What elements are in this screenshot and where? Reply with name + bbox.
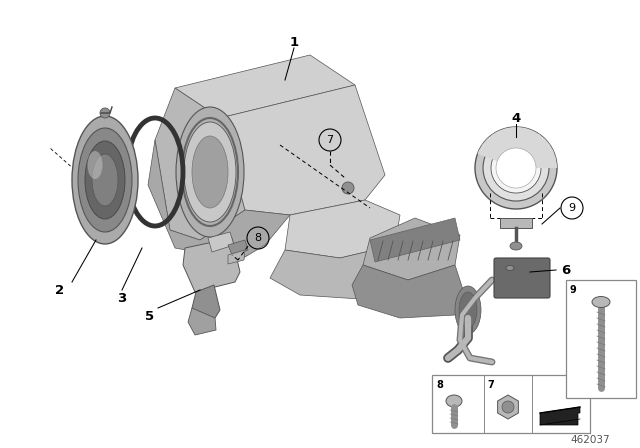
Ellipse shape bbox=[78, 128, 132, 232]
Ellipse shape bbox=[510, 242, 522, 250]
Ellipse shape bbox=[100, 108, 110, 118]
Ellipse shape bbox=[176, 107, 244, 237]
Text: 9: 9 bbox=[568, 203, 575, 213]
FancyBboxPatch shape bbox=[494, 258, 550, 298]
Bar bbox=[566, 280, 636, 398]
Ellipse shape bbox=[446, 395, 462, 407]
Ellipse shape bbox=[459, 292, 477, 328]
Polygon shape bbox=[500, 218, 532, 228]
Text: 8: 8 bbox=[436, 380, 443, 390]
Polygon shape bbox=[228, 250, 245, 264]
Ellipse shape bbox=[184, 122, 236, 222]
Ellipse shape bbox=[85, 141, 125, 219]
Ellipse shape bbox=[342, 182, 354, 194]
Text: 1: 1 bbox=[289, 35, 299, 48]
Circle shape bbox=[502, 401, 514, 413]
Polygon shape bbox=[363, 218, 460, 280]
Text: 4: 4 bbox=[511, 112, 520, 125]
Text: 3: 3 bbox=[117, 292, 127, 305]
Polygon shape bbox=[540, 407, 580, 425]
Ellipse shape bbox=[496, 148, 536, 188]
Polygon shape bbox=[352, 265, 468, 318]
Polygon shape bbox=[220, 85, 385, 215]
Ellipse shape bbox=[192, 136, 228, 208]
Polygon shape bbox=[175, 55, 355, 118]
Bar bbox=[432, 375, 590, 433]
Polygon shape bbox=[155, 88, 245, 240]
Text: 6: 6 bbox=[561, 263, 571, 276]
Polygon shape bbox=[370, 218, 460, 262]
Text: 462037: 462037 bbox=[570, 435, 610, 445]
Text: 9: 9 bbox=[570, 285, 577, 295]
Text: 2: 2 bbox=[56, 284, 65, 297]
Ellipse shape bbox=[506, 266, 514, 271]
Polygon shape bbox=[285, 200, 400, 258]
Polygon shape bbox=[208, 232, 234, 252]
Polygon shape bbox=[148, 140, 290, 260]
Ellipse shape bbox=[491, 143, 541, 193]
Ellipse shape bbox=[72, 116, 138, 244]
Wedge shape bbox=[477, 127, 557, 168]
Ellipse shape bbox=[592, 297, 610, 307]
Text: 7: 7 bbox=[326, 135, 333, 145]
Ellipse shape bbox=[483, 135, 549, 201]
Ellipse shape bbox=[475, 127, 557, 209]
Text: 7: 7 bbox=[487, 380, 493, 390]
Ellipse shape bbox=[88, 151, 102, 179]
Polygon shape bbox=[270, 245, 410, 300]
Polygon shape bbox=[188, 308, 216, 335]
Ellipse shape bbox=[455, 286, 481, 334]
Ellipse shape bbox=[92, 154, 118, 206]
Polygon shape bbox=[183, 238, 240, 292]
Polygon shape bbox=[228, 240, 248, 255]
Polygon shape bbox=[192, 285, 220, 322]
Text: 8: 8 bbox=[255, 233, 262, 243]
Text: 5: 5 bbox=[145, 310, 155, 323]
